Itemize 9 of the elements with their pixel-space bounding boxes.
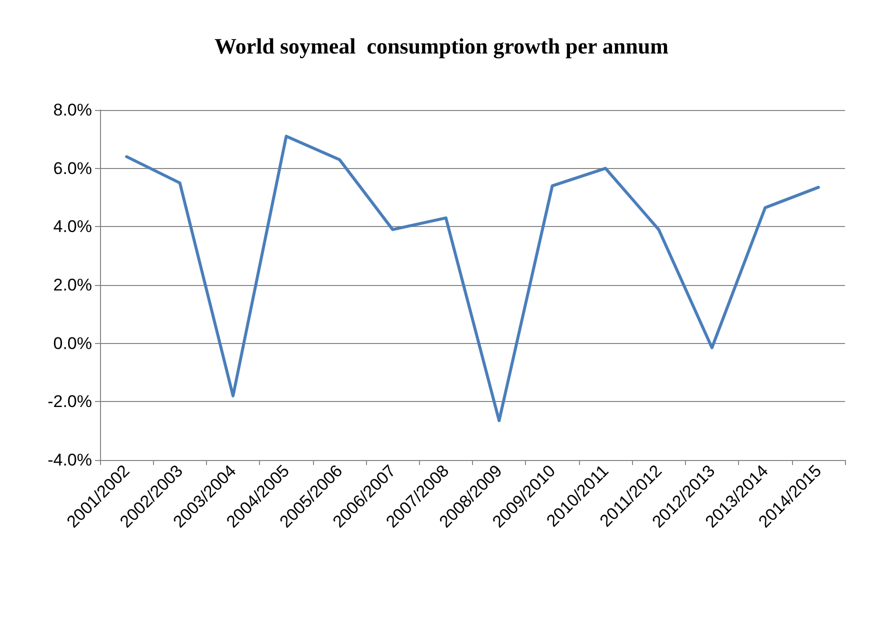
- y-tick-label: -4.0%: [48, 450, 92, 470]
- y-tick-label: 6.0%: [53, 158, 92, 178]
- line-series: [125, 134, 820, 422]
- y-tick-label: 0.0%: [53, 334, 92, 353]
- y-tick-label: 4.0%: [53, 217, 92, 236]
- y-tick-label: 2.0%: [53, 276, 92, 294]
- y-tick-label: -2.0%: [48, 392, 92, 412]
- y-tick-label: 8.0%: [53, 100, 92, 120]
- chart-title: World soymeal consumption growth per annum: [214, 34, 668, 58]
